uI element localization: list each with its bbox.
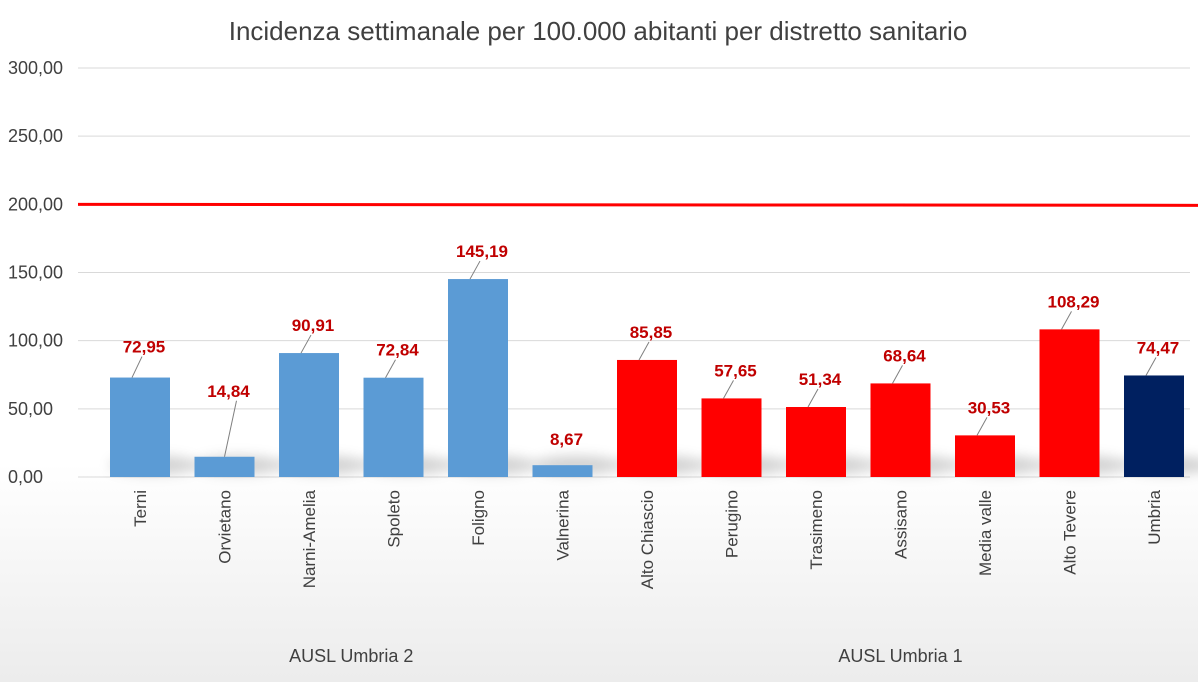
data-label: 57,65 bbox=[714, 361, 757, 380]
x-tick-label: Alto Tevere bbox=[1061, 490, 1080, 575]
grid-layer: 0,00 50,00 100,00 150,00 200,00 250,00 300,00 bbox=[8, 58, 1190, 487]
y-tick-label: 250,00 bbox=[8, 126, 63, 146]
bar-orvietano bbox=[194, 456, 255, 477]
bar-trasimeno bbox=[786, 407, 846, 477]
bar-alto-tevere bbox=[1039, 329, 1100, 477]
data-label: 145,19 bbox=[456, 242, 508, 261]
leader-line bbox=[723, 380, 734, 399]
label-layer: 72,95 14,84 90,91 72,84 145,19 8,67 85,85 57,65… bbox=[123, 242, 1180, 666]
bar-umbria bbox=[1124, 375, 1184, 477]
x-tick-label: Media valle bbox=[976, 490, 995, 576]
y-tick-label: 300,00 bbox=[8, 58, 63, 78]
x-tick-label: Trasimeno bbox=[807, 490, 826, 570]
leader-line bbox=[1145, 357, 1157, 376]
leader-line bbox=[807, 388, 819, 408]
x-tick-label: Spoleto bbox=[385, 490, 404, 548]
x-tick-label: Perugino bbox=[723, 490, 742, 558]
leader-line bbox=[385, 359, 396, 378]
y-tick-label: 200,00 bbox=[8, 194, 63, 214]
y-tick-label: 150,00 bbox=[8, 263, 63, 283]
data-label: 51,34 bbox=[799, 370, 842, 389]
x-tick-label: Narni-Amelia bbox=[300, 489, 319, 588]
threshold-line bbox=[77, 202, 1198, 207]
bar-media-valle bbox=[955, 435, 1015, 477]
data-label: 68,64 bbox=[883, 346, 926, 365]
reference-line-layer bbox=[77, 202, 1198, 207]
bar-layer bbox=[110, 279, 1184, 477]
group-label: AUSL Umbria 1 bbox=[838, 646, 962, 666]
group-label: AUSL Umbria 2 bbox=[289, 646, 413, 666]
leader-line bbox=[976, 417, 988, 436]
data-label: 74,47 bbox=[1137, 338, 1180, 357]
leader-line bbox=[638, 341, 650, 361]
leader-line bbox=[300, 334, 312, 354]
x-tick-label: Alto Chiascio bbox=[638, 490, 657, 589]
x-tick-label: Assisano bbox=[892, 490, 911, 559]
x-tick-label: Valnerina bbox=[554, 489, 573, 560]
bar-assisano bbox=[870, 383, 931, 477]
data-label: 72,95 bbox=[123, 338, 166, 357]
bar-foligno bbox=[448, 279, 508, 477]
leader-line bbox=[224, 400, 237, 457]
data-label: 30,53 bbox=[968, 398, 1011, 417]
y-tick-label: 0,00 bbox=[8, 467, 43, 487]
data-label: 14,84 bbox=[207, 382, 250, 401]
leader-line bbox=[892, 365, 903, 384]
data-label: 108,29 bbox=[1048, 292, 1100, 311]
x-tick-label: Foligno bbox=[469, 490, 488, 546]
x-tick-label: Terni bbox=[131, 490, 150, 527]
data-label: 8,67 bbox=[550, 430, 583, 449]
x-tick-label: Orvietano bbox=[216, 490, 235, 564]
bar-perugino bbox=[701, 398, 762, 477]
y-tick-label: 100,00 bbox=[8, 331, 63, 351]
data-label: 85,85 bbox=[630, 323, 673, 342]
data-label: 72,84 bbox=[376, 341, 419, 360]
leader-line bbox=[131, 356, 143, 378]
bar-valnerina bbox=[532, 465, 593, 477]
bar-narni-amelia bbox=[279, 353, 339, 477]
leader-line bbox=[1061, 311, 1072, 330]
data-label: 90,91 bbox=[292, 316, 335, 335]
bar-alto-chiascio bbox=[617, 359, 677, 477]
y-tick-label: 50,00 bbox=[8, 399, 53, 419]
leader-line bbox=[469, 260, 481, 280]
chart-title: Incidenza settimanale per 100.000 abitan… bbox=[229, 16, 968, 46]
x-tick-label: Umbria bbox=[1145, 489, 1164, 544]
bar-spoleto bbox=[363, 377, 424, 477]
bar-terni bbox=[110, 377, 170, 477]
